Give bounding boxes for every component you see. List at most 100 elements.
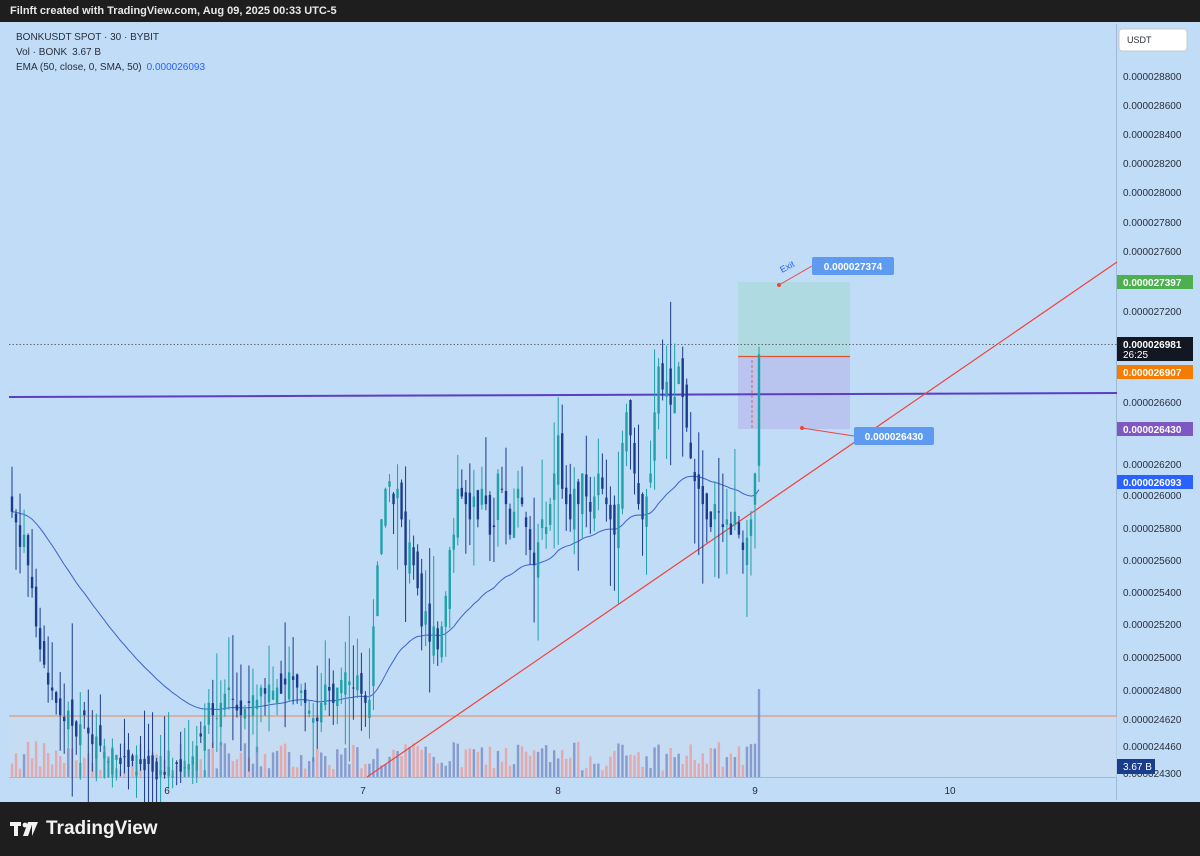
candle-body: [235, 704, 239, 711]
volume-bar: [733, 757, 737, 777]
legend-symbol[interactable]: BONKUSDT SPOT · 30 · BYBIT: [16, 32, 159, 43]
tradingview-logo[interactable]: TradingView: [10, 818, 158, 840]
candle-body: [709, 511, 713, 528]
volume-bar: [456, 743, 459, 777]
price-tag-label: 0.000026981: [1123, 340, 1182, 351]
volume-bar: [283, 743, 287, 777]
y-tick-label: 0.000028400: [1123, 130, 1182, 141]
candle-body: [22, 534, 26, 547]
candle-body: [14, 513, 18, 523]
candle-body: [46, 672, 50, 685]
candle-body: [633, 442, 636, 474]
price-tag-label: 0.000026430: [1123, 425, 1182, 436]
legend-volume[interactable]: Vol · BONK 3.67 B: [16, 45, 205, 60]
candle-body: [54, 692, 58, 703]
candle-body: [420, 573, 423, 627]
candle-body: [255, 699, 259, 709]
price-tag-label: 0.000026907: [1123, 368, 1182, 379]
volume-bar: [697, 763, 700, 777]
candle-body: [504, 490, 508, 505]
candle-body: [179, 759, 182, 772]
candle-body: [408, 542, 411, 574]
volume-bar: [340, 754, 343, 777]
volume-bar: [34, 741, 38, 777]
y-tick-label: 0.000028000: [1123, 188, 1182, 199]
candle-body: [609, 504, 612, 520]
volume-bar: [472, 749, 476, 777]
candle-body: [107, 760, 110, 763]
stop-price-callout[interactable]: 0.000026430: [854, 427, 934, 445]
volume-bar: [38, 766, 42, 777]
volume-bar: [516, 744, 520, 777]
candle-body: [259, 687, 263, 697]
candle-body: [348, 681, 351, 686]
volume-bar: [544, 745, 548, 777]
rising-trendline[interactable]: [366, 261, 1118, 778]
volume-bar: [649, 767, 652, 777]
volume-bar: [444, 765, 447, 777]
candle-body: [324, 684, 327, 705]
legend-ema-label: EMA (50, close, 0, SMA, 50): [16, 62, 142, 73]
candle-body: [283, 678, 287, 685]
volume-bar: [428, 753, 431, 777]
volume-tag-text: 3.67 B: [1123, 762, 1152, 773]
exit-price-callout[interactable]: 0.000027374: [812, 257, 894, 275]
candle-body: [480, 488, 484, 505]
volume-bar: [528, 755, 532, 777]
candle-body: [432, 626, 435, 656]
volume-bar: [360, 768, 363, 777]
candle-body: [18, 525, 22, 547]
volume-bar: [63, 763, 66, 777]
candle-body: [701, 485, 704, 505]
exit-callout-dot: [777, 283, 781, 287]
volume-bar: [227, 753, 231, 777]
horizontal-level-line[interactable]: [8, 392, 1118, 398]
volume-bar: [721, 766, 725, 777]
volume-bar: [50, 764, 54, 777]
candle-body: [352, 687, 355, 689]
candle-body: [665, 381, 668, 397]
stop-zone[interactable]: [738, 357, 850, 429]
price-tag-countdown: 26:25: [1123, 350, 1148, 361]
legend-ema-value: 0.000026093: [146, 62, 206, 73]
candle-body: [585, 474, 588, 497]
candle-body: [34, 586, 38, 627]
candle-body: [271, 690, 275, 700]
volume-bar: [701, 753, 704, 777]
candle-body: [175, 762, 178, 765]
candle-body: [328, 686, 331, 691]
volume-bar: [259, 766, 263, 777]
volume-bar: [448, 761, 451, 777]
y-tick-label: 0.000025800: [1123, 524, 1182, 535]
stop-callout-dot: [800, 426, 804, 430]
target-zone[interactable]: [738, 282, 850, 357]
candle-body: [247, 701, 251, 703]
candle-body: [87, 727, 90, 734]
candle-body: [657, 366, 660, 414]
stop-price-text: 0.000026430: [865, 432, 924, 443]
candle-body: [424, 611, 427, 625]
candle-body: [50, 687, 54, 691]
currency-box[interactable]: [1118, 28, 1188, 52]
volume-bar: [569, 757, 572, 777]
candle-body: [464, 492, 468, 505]
candle-body: [111, 748, 114, 775]
x-tick-label: 7: [360, 786, 366, 797]
y-ticks: 0.000028800 0.000028600 0.000028400 0.00002…: [1123, 72, 1182, 780]
volume-bar: [352, 744, 355, 777]
candle-body: [131, 755, 134, 761]
candle-body: [115, 754, 118, 760]
candle-body: [492, 525, 496, 528]
candle-body: [332, 683, 335, 703]
candle-body: [621, 442, 624, 509]
candles: [10, 301, 761, 850]
x-tick-label: 6: [164, 786, 170, 797]
volume-bar: [625, 755, 628, 777]
legend-ema[interactable]: EMA (50, close, 0, SMA, 50) 0.000026093: [16, 60, 205, 75]
volume-bar: [548, 762, 552, 777]
candle-body: [119, 757, 122, 765]
volume-bar: [689, 744, 692, 777]
volume-bar: [424, 746, 427, 777]
candle-body: [605, 497, 608, 505]
